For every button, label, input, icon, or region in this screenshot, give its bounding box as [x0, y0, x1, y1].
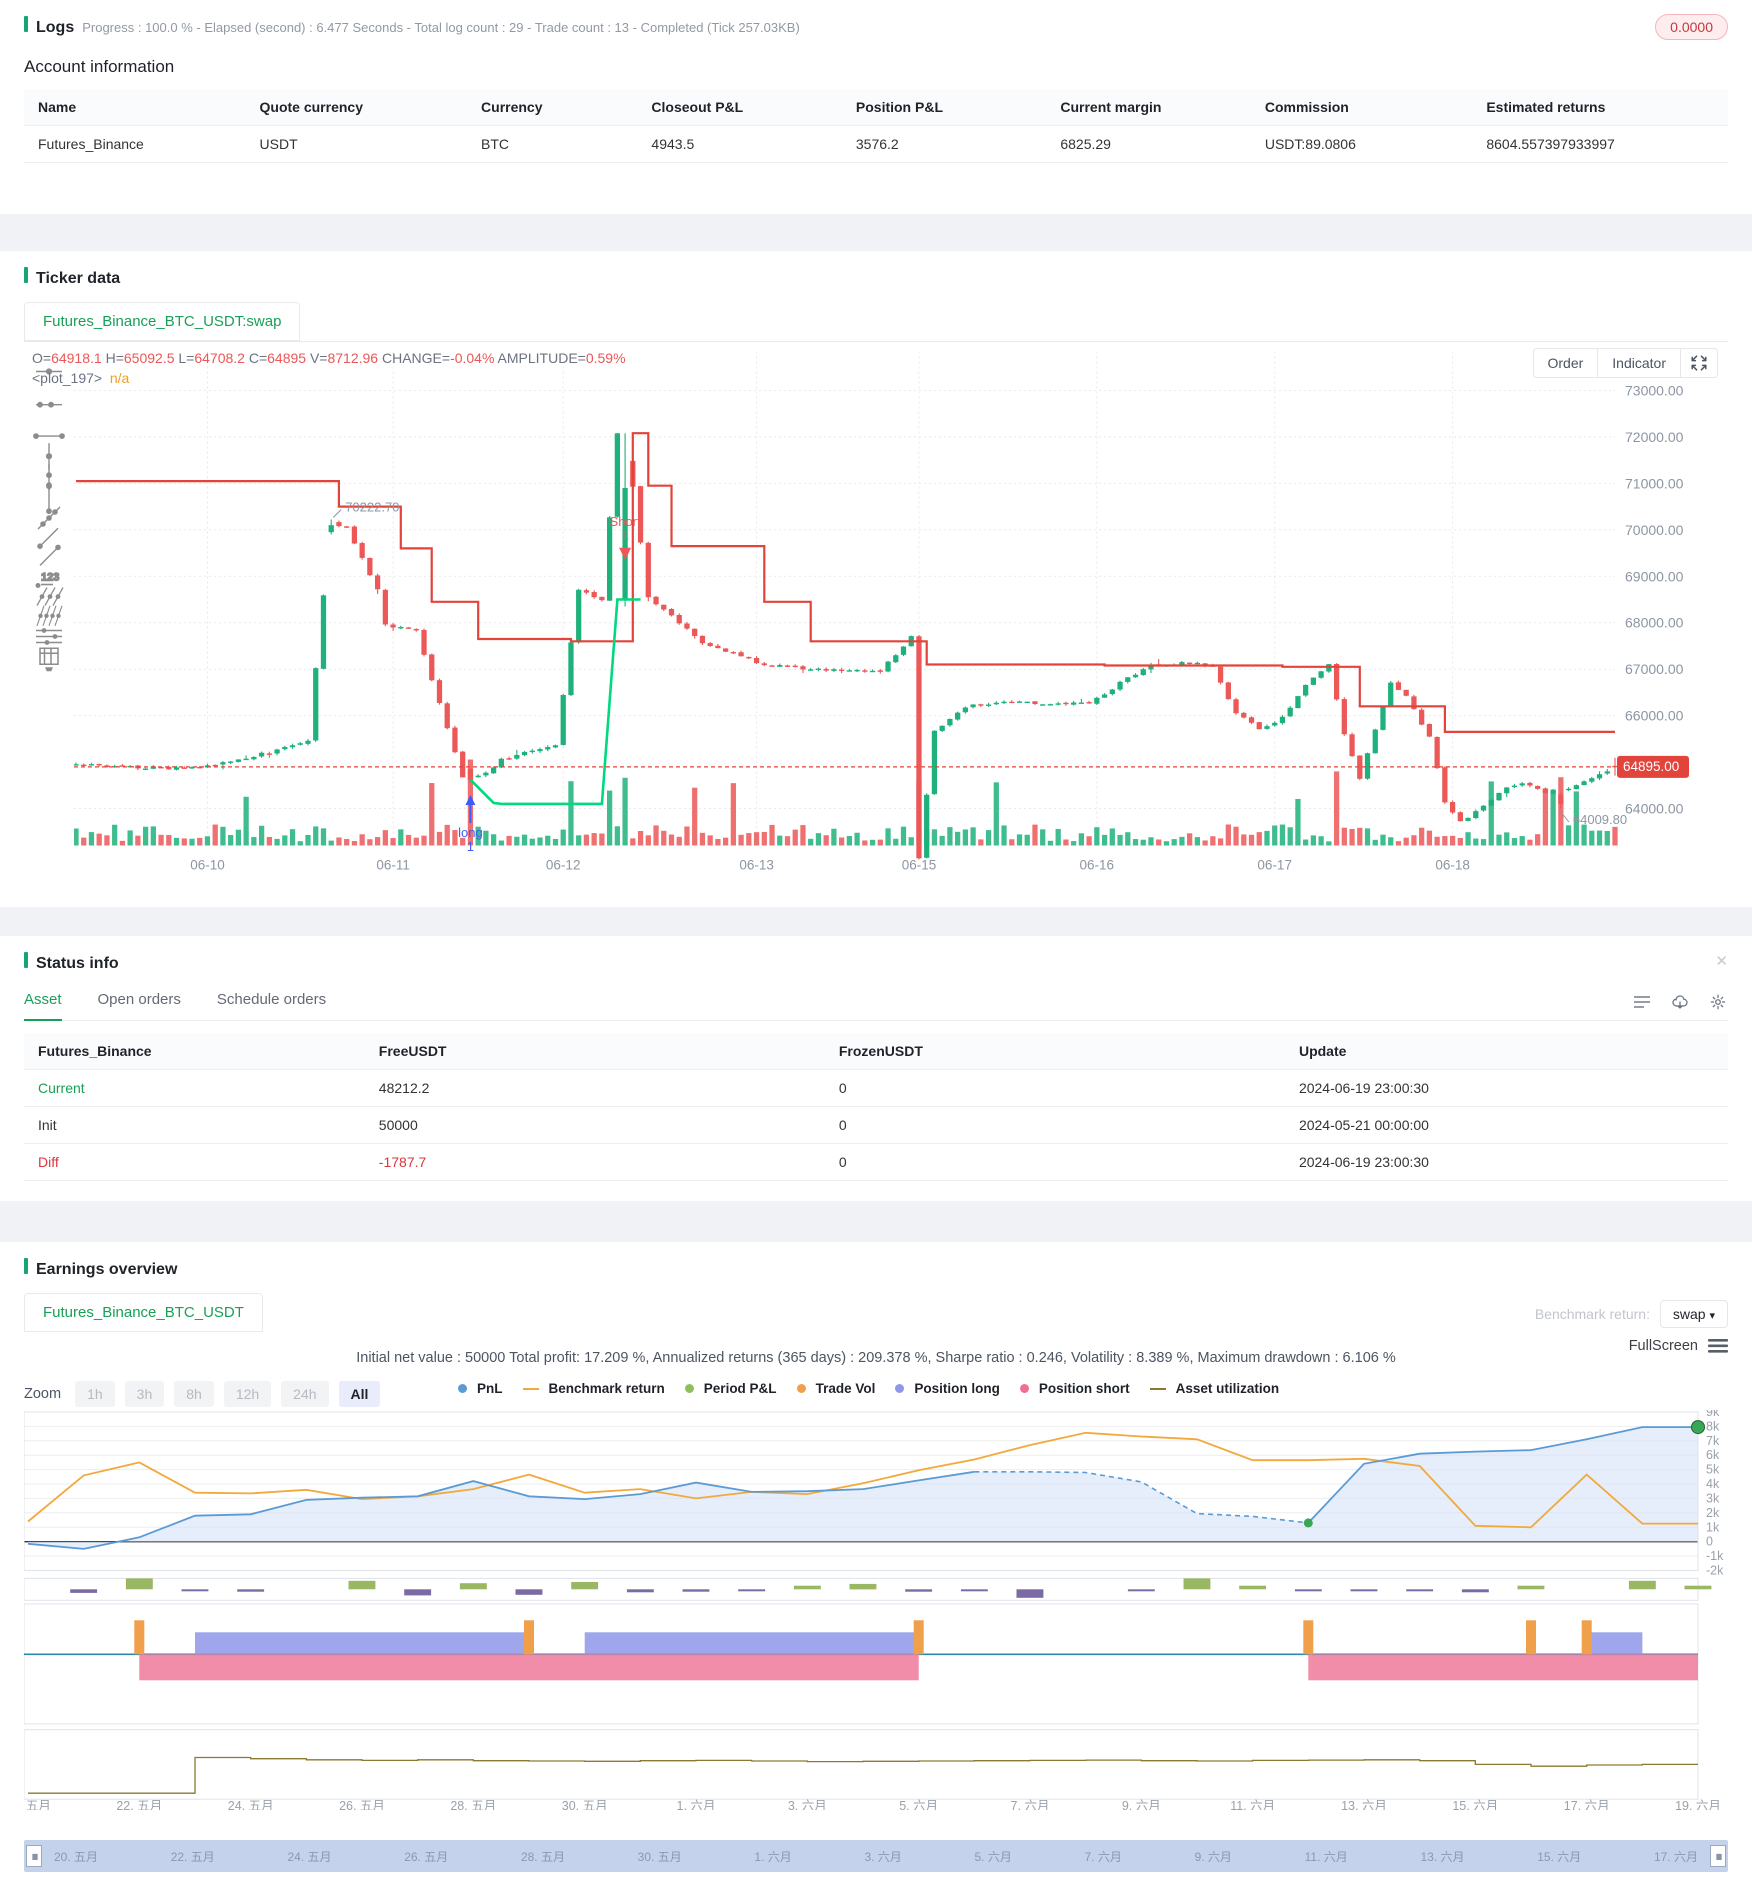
- svg-text:1k: 1k: [1706, 1520, 1720, 1534]
- svg-text:20. 五月: 20. 五月: [24, 1799, 51, 1810]
- svg-text:64000.00: 64000.00: [1625, 801, 1684, 817]
- svg-text:69000.00: 69000.00: [1625, 568, 1684, 584]
- svg-text:long: long: [458, 825, 483, 840]
- svg-text:70000.00: 70000.00: [1625, 522, 1684, 538]
- svg-text:68000.00: 68000.00: [1625, 615, 1684, 631]
- svg-text:15. 六月: 15. 六月: [1452, 1799, 1498, 1810]
- svg-text:64895.00: 64895.00: [1623, 759, 1679, 774]
- svg-text:06-16: 06-16: [1080, 858, 1115, 873]
- svg-text:0: 0: [1706, 1535, 1713, 1549]
- svg-text:-2k: -2k: [1706, 1564, 1724, 1578]
- svg-text:67000.00: 67000.00: [1625, 661, 1684, 677]
- svg-text:06-12: 06-12: [546, 858, 581, 873]
- svg-text:73000.00: 73000.00: [1625, 383, 1684, 399]
- svg-text:66000.00: 66000.00: [1625, 708, 1684, 724]
- svg-text:71000.00: 71000.00: [1625, 475, 1684, 491]
- svg-text:06-17: 06-17: [1257, 858, 1292, 873]
- svg-text:1: 1: [621, 528, 628, 543]
- svg-text:Short: Short: [610, 514, 641, 529]
- svg-text:28. 五月: 28. 五月: [450, 1799, 496, 1810]
- svg-text:4k: 4k: [1706, 1477, 1720, 1491]
- svg-text:7. 六月: 7. 六月: [1011, 1799, 1050, 1810]
- svg-text:3. 六月: 3. 六月: [788, 1799, 827, 1810]
- svg-text:13. 六月: 13. 六月: [1341, 1799, 1387, 1810]
- svg-text:-1k: -1k: [1706, 1549, 1724, 1563]
- svg-text:1: 1: [467, 839, 474, 854]
- svg-text:9k: 9k: [1706, 1410, 1720, 1419]
- svg-text:64009.80: 64009.80: [1573, 812, 1627, 827]
- svg-text:70222.70: 70222.70: [345, 500, 399, 515]
- svg-text:2k: 2k: [1706, 1506, 1720, 1520]
- svg-text:11. 六月: 11. 六月: [1230, 1799, 1275, 1810]
- svg-text:3k: 3k: [1706, 1491, 1720, 1505]
- svg-text:22. 五月: 22. 五月: [116, 1799, 162, 1810]
- svg-text:6k: 6k: [1706, 1448, 1720, 1462]
- svg-text:1. 六月: 1. 六月: [677, 1799, 716, 1810]
- svg-text:06-15: 06-15: [902, 858, 937, 873]
- svg-text:5k: 5k: [1706, 1463, 1720, 1477]
- svg-text:7k: 7k: [1706, 1434, 1720, 1448]
- svg-text:19. 六月: 19. 六月: [1675, 1799, 1721, 1810]
- svg-text:72000.00: 72000.00: [1625, 429, 1684, 445]
- svg-text:06-11: 06-11: [376, 858, 410, 873]
- svg-text:123: 123: [41, 572, 59, 584]
- svg-text:26. 五月: 26. 五月: [339, 1799, 385, 1810]
- svg-text:30. 五月: 30. 五月: [562, 1799, 608, 1810]
- svg-text:06-18: 06-18: [1435, 858, 1470, 873]
- svg-text:8k: 8k: [1706, 1419, 1720, 1433]
- svg-text:17. 六月: 17. 六月: [1564, 1799, 1610, 1810]
- svg-text:06-13: 06-13: [739, 858, 774, 873]
- svg-text:24. 五月: 24. 五月: [228, 1799, 274, 1810]
- svg-text:06-10: 06-10: [190, 858, 225, 873]
- svg-text:9. 六月: 9. 六月: [1122, 1799, 1161, 1810]
- svg-text:5. 六月: 5. 六月: [899, 1799, 938, 1810]
